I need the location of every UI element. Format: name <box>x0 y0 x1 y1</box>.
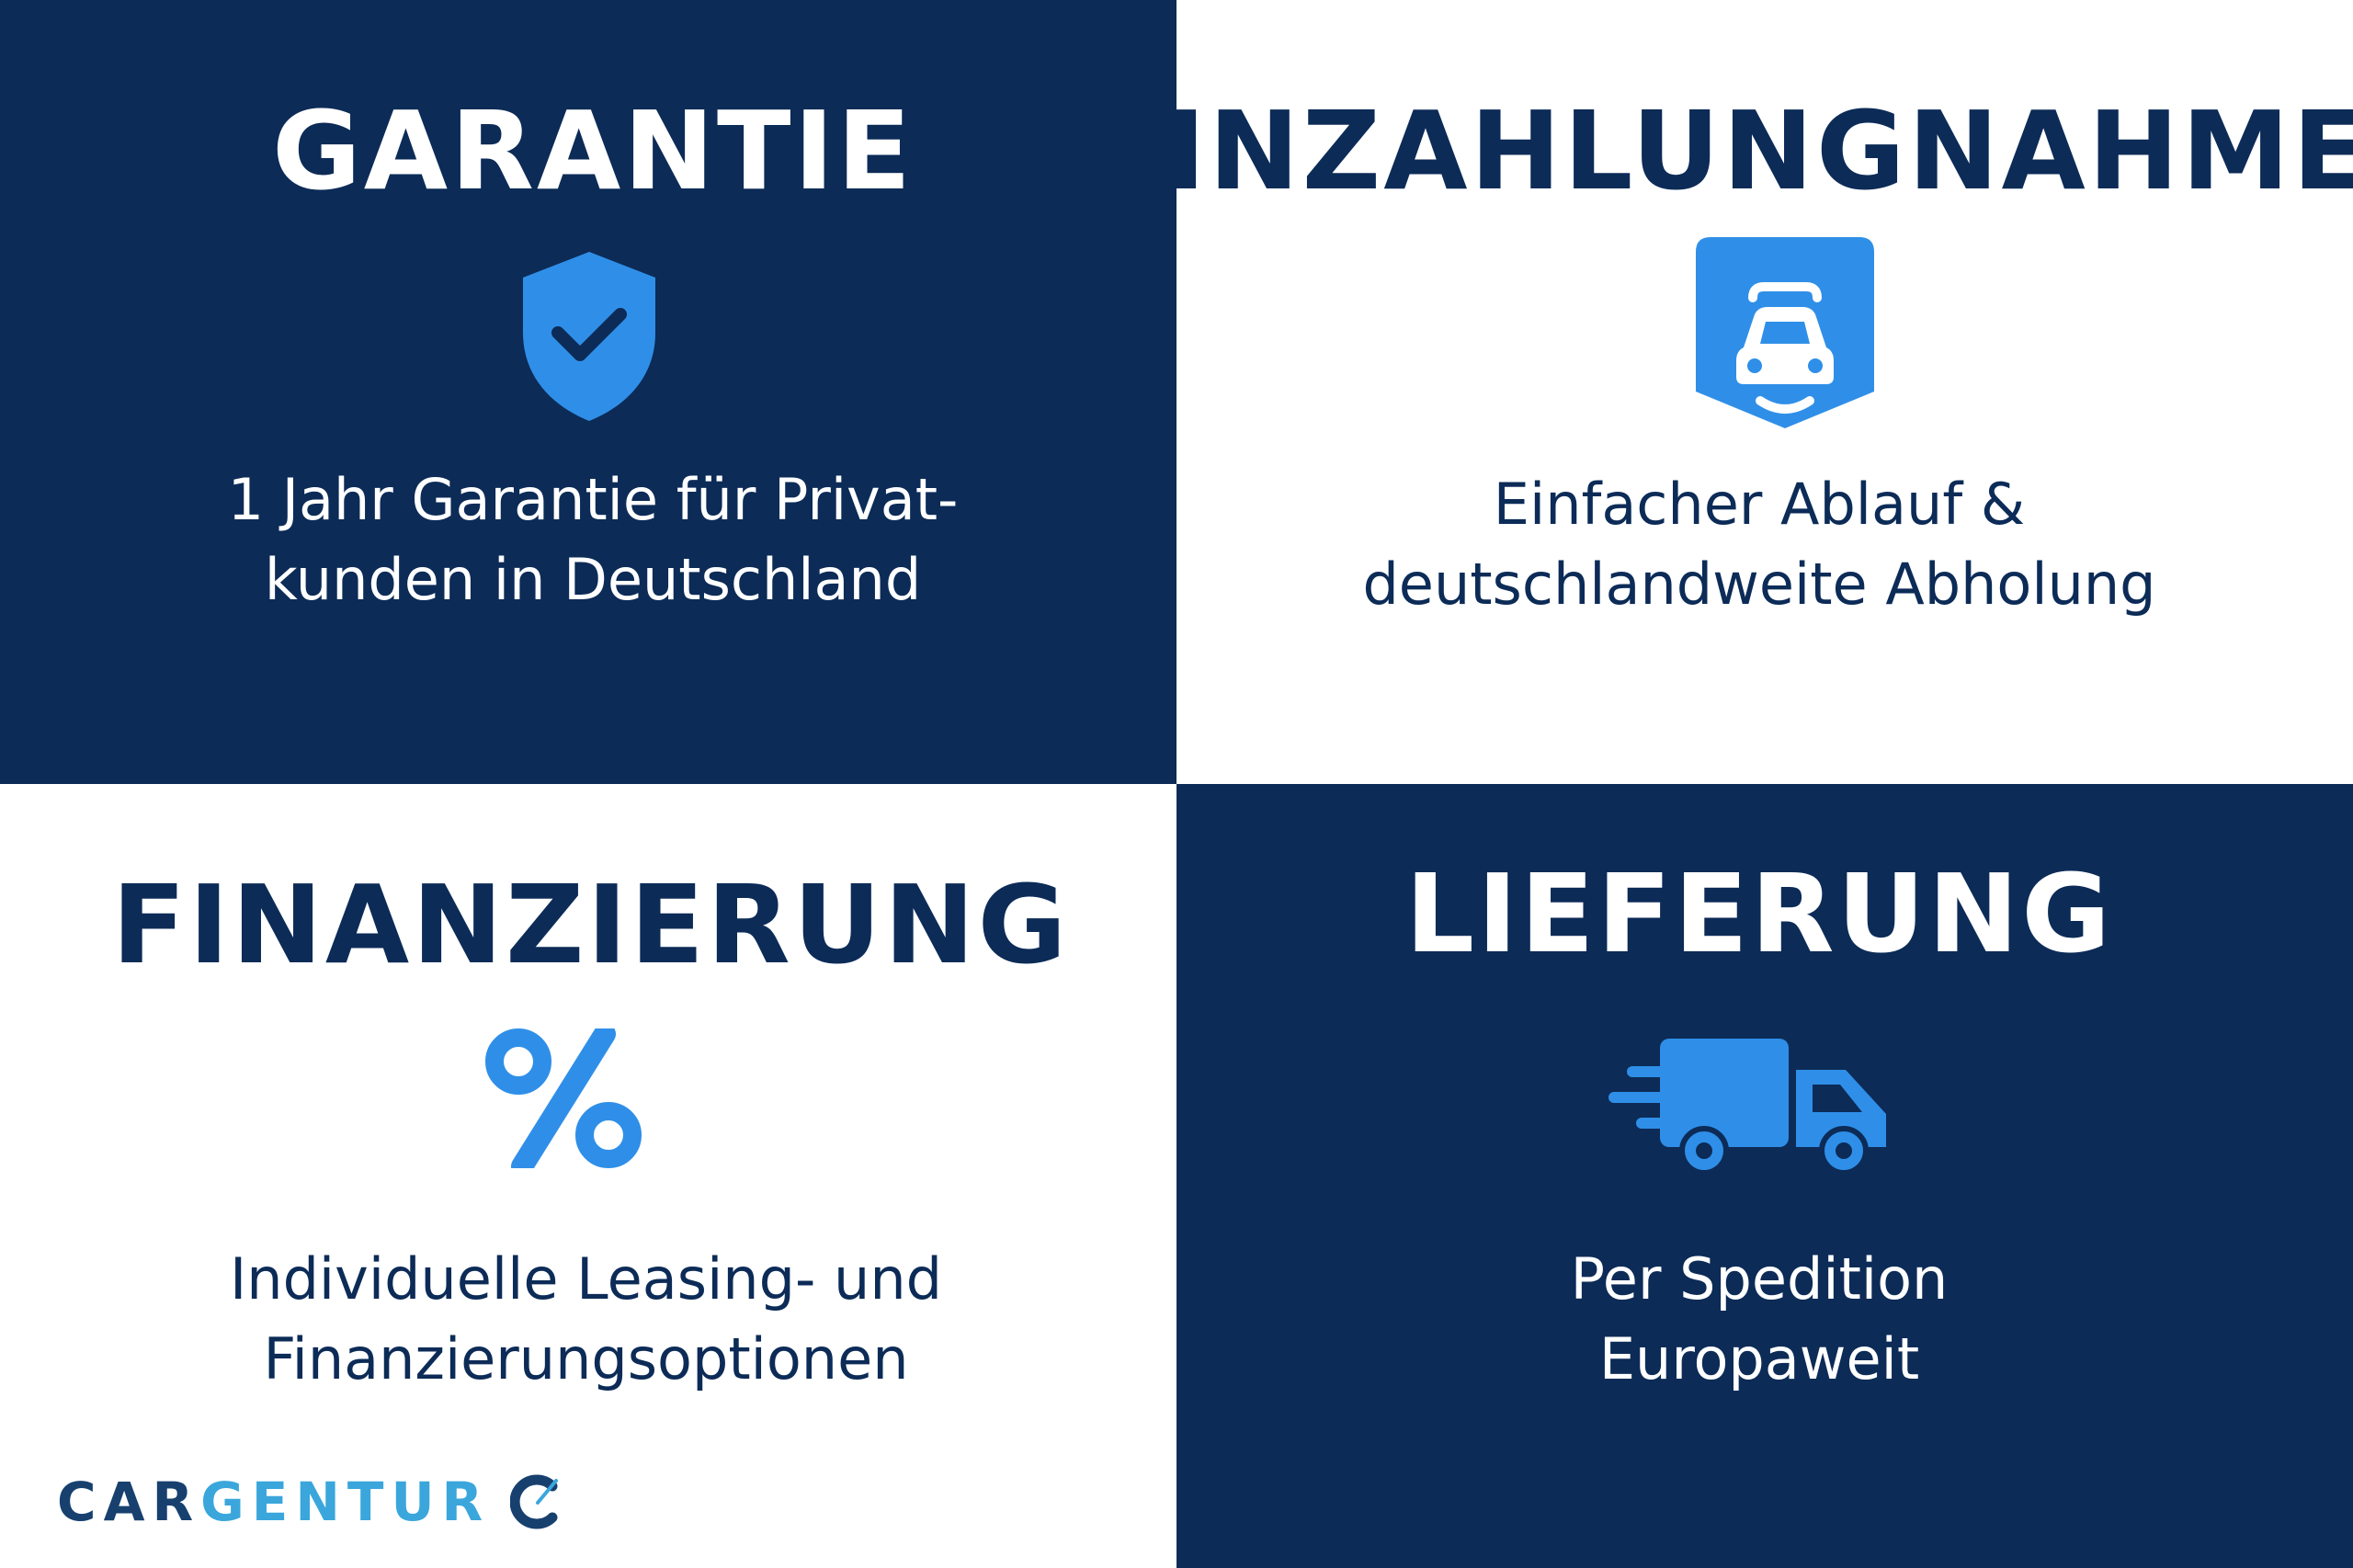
panel-description: Einfacher Ablauf & deutschlandweite Abho… <box>1165 464 2353 624</box>
panel-garantie: GARANTIE 1 Jahr Garantie für Privat- kun… <box>0 0 1176 784</box>
panel-title: LIEFERUNG <box>1404 850 2114 977</box>
panel-title: GARANTIE <box>271 87 915 214</box>
logo-c-mark-icon <box>510 1474 559 1529</box>
description-line: Individuelle Leasing- und <box>230 1245 942 1312</box>
description-line: deutschlandweite Abholung <box>1362 551 2156 618</box>
panel-title: FINANZIERUNG <box>111 861 1070 988</box>
delivery-truck-icon <box>1608 1039 1886 1176</box>
panel-finanzierung: FINANZIERUNG Individuelle Leasing- und F… <box>0 784 1176 1568</box>
logo-text-part2: GENTUR <box>200 1471 491 1533</box>
panel-lieferung: LIEFERUNG Per Spedition Europaweit <box>1176 784 2353 1568</box>
description-line: Finanzierungsoptionen <box>263 1325 909 1392</box>
shield-check-icon <box>523 252 655 421</box>
panel-inzahlungnahme: INZAHLUNGNAHME Einfacher Ablauf & deutsc… <box>1165 0 2353 784</box>
description-line: Per Spedition <box>1570 1245 1949 1312</box>
panel-description: Per Spedition Europaweit <box>1165 1239 2353 1399</box>
description-line: 1 Jahr Garantie für Privat- <box>227 466 959 533</box>
panel-description: Individuelle Leasing- und Finanzierungso… <box>0 1239 1176 1399</box>
percent-icon <box>485 1028 642 1168</box>
cargentur-logo: CARGENTUR <box>57 1471 562 1533</box>
panel-description: 1 Jahr Garantie für Privat- kunden in De… <box>9 460 1176 619</box>
logo-text: CARGENTUR <box>57 1471 490 1533</box>
description-line: Europaweit <box>1598 1325 1920 1392</box>
description-line: Einfacher Ablauf & <box>1493 471 2026 538</box>
panel-title: INZAHLUNGNAHME <box>1165 87 2353 214</box>
car-badge-icon <box>1696 237 1874 428</box>
description-line: kunden in Deutschland <box>264 546 922 613</box>
logo-text-part1: CAR <box>57 1471 201 1533</box>
